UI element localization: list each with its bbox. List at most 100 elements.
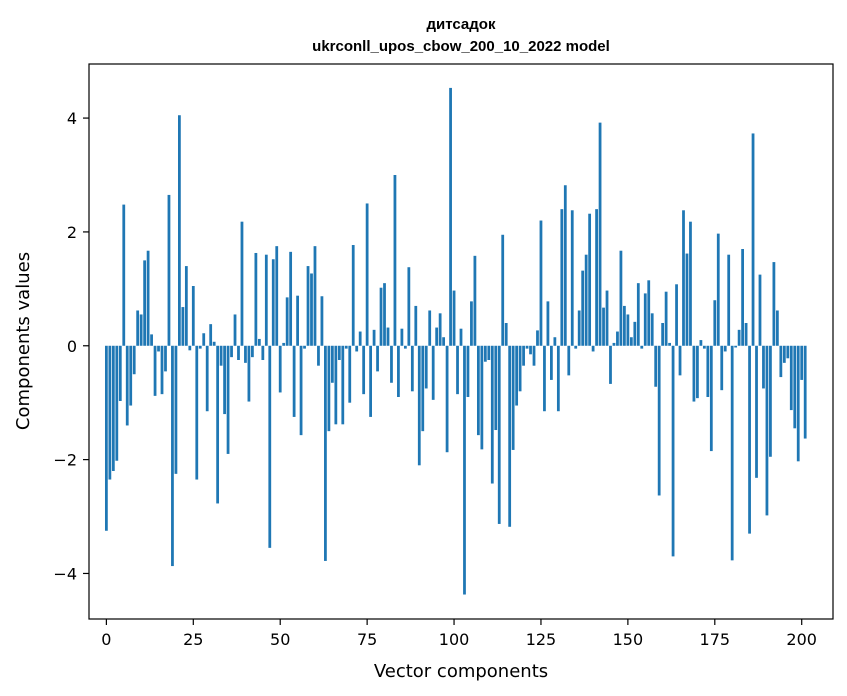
bar (410, 345, 414, 392)
bar (473, 255, 477, 346)
bar (803, 345, 807, 439)
bar (397, 345, 400, 397)
bar (421, 345, 425, 432)
bar (463, 345, 466, 595)
bar (720, 345, 724, 391)
bar (306, 266, 310, 346)
bar (362, 345, 366, 395)
bar (713, 300, 717, 346)
bar (511, 345, 515, 450)
x-tick-label: 200 (786, 630, 817, 649)
bar (605, 290, 609, 346)
bar (237, 345, 240, 360)
bar (303, 345, 306, 349)
bar (164, 345, 167, 372)
bar (727, 254, 731, 346)
bar (383, 283, 386, 346)
bar (431, 345, 435, 400)
bar (775, 310, 779, 346)
bar (734, 345, 738, 348)
bar (115, 345, 119, 461)
bar (466, 345, 470, 397)
bar (483, 345, 487, 362)
bar (195, 345, 199, 480)
y-tick-label: −4 (53, 564, 77, 583)
bar (490, 345, 494, 484)
bar (216, 345, 220, 504)
bar (779, 345, 783, 378)
bar (230, 345, 233, 358)
bar (539, 220, 543, 346)
bar (403, 345, 407, 349)
bar (223, 345, 226, 415)
chart-title: дитсадок (427, 16, 496, 33)
bar (171, 345, 174, 567)
bar (268, 345, 272, 548)
bar (104, 345, 108, 531)
bar (160, 345, 164, 395)
x-tick-label: 0 (101, 630, 111, 649)
bar (553, 337, 557, 346)
bar (702, 345, 706, 349)
bar (744, 323, 748, 346)
bar (264, 254, 268, 346)
bar (706, 345, 710, 397)
bar (376, 345, 379, 372)
bar (758, 274, 762, 346)
x-tick-label: 50 (270, 630, 290, 649)
bar (219, 345, 223, 366)
bar (296, 295, 299, 346)
bar (796, 345, 800, 462)
bar (692, 345, 696, 402)
x-axis-ticks: 0 25 50 75 100 125 150 175 200 (101, 619, 817, 649)
bar (616, 331, 619, 346)
bar (320, 296, 324, 346)
bar (452, 290, 456, 346)
bar (122, 204, 126, 346)
bar (136, 310, 140, 346)
bar (167, 194, 171, 346)
bar (772, 262, 776, 346)
bar (654, 345, 658, 387)
bar (671, 345, 675, 557)
bar (108, 345, 112, 480)
bar (751, 133, 755, 346)
bar (494, 345, 498, 431)
bar (591, 345, 595, 352)
bar (184, 266, 188, 346)
bar (581, 270, 585, 346)
x-tick-label: 125 (526, 630, 557, 649)
bar (369, 345, 372, 417)
bar (737, 329, 741, 346)
bar (501, 234, 505, 346)
bar (504, 323, 508, 346)
bar (372, 329, 376, 346)
bar (536, 330, 539, 346)
bar (612, 342, 616, 346)
bar (633, 321, 637, 346)
bar (317, 345, 320, 366)
y-axis-label: Components values (13, 252, 34, 430)
bar (449, 87, 452, 346)
bar (289, 251, 293, 346)
bar (532, 345, 536, 366)
bar (424, 345, 428, 389)
bar (254, 252, 258, 346)
bar (442, 337, 446, 346)
bar (386, 327, 390, 346)
bar (497, 345, 501, 524)
bar (522, 345, 525, 366)
bar (261, 345, 265, 360)
plot-frame (88, 63, 834, 620)
bar (546, 301, 550, 346)
x-axis-label: Vector components (374, 661, 548, 682)
bar (682, 210, 685, 346)
bar (240, 221, 244, 346)
bar (209, 324, 213, 346)
bar (344, 345, 348, 349)
bar (668, 342, 671, 346)
bar (765, 345, 769, 516)
bar (181, 307, 185, 346)
bar (428, 310, 432, 346)
